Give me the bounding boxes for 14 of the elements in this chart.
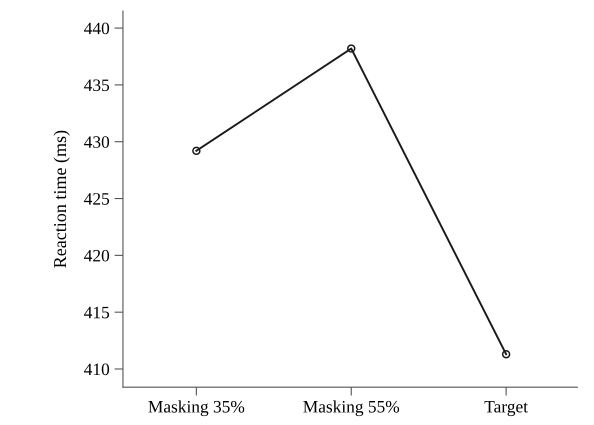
y-tick-label: 425	[84, 193, 110, 205]
y-tick-label: 410	[84, 363, 110, 376]
y-tick-label: 435	[84, 79, 110, 92]
point	[192, 146, 201, 156]
x-tick-label: Masking 55%	[303, 400, 400, 416]
x-tick-label: Masking 35%	[148, 400, 244, 416]
point	[502, 350, 510, 358]
x-tick-label: Target	[484, 401, 528, 416]
y-axis-title: Reaction time (ms)	[53, 130, 70, 268]
point	[347, 44, 356, 53]
y-tick-label: 415	[84, 306, 110, 318]
y-tick-label: 430	[84, 136, 110, 148]
y-tick-label: 420	[84, 250, 110, 262]
y-tick-label: 440	[84, 22, 110, 34]
